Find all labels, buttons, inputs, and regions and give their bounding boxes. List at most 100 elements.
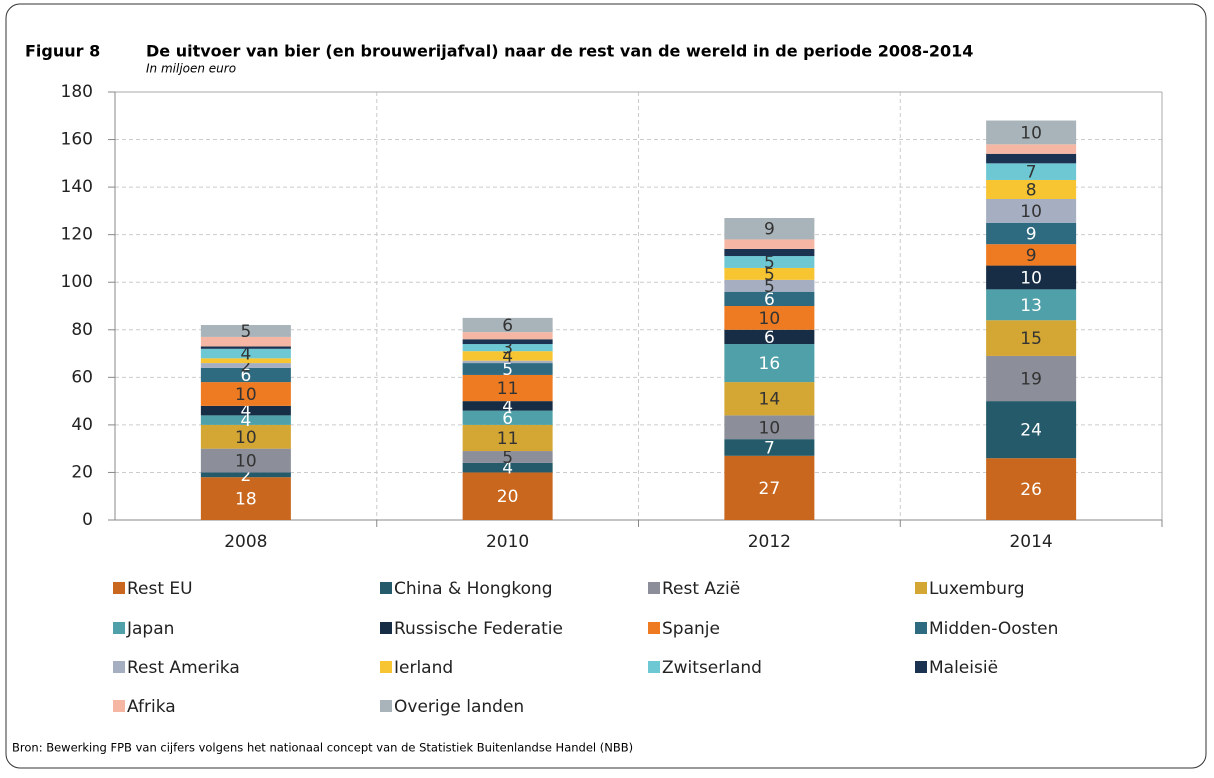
data-label: 27 bbox=[759, 479, 781, 499]
data-label: 5 bbox=[764, 265, 775, 285]
data-label: 5 bbox=[502, 448, 513, 468]
bar-segment bbox=[724, 455, 815, 520]
bar-segment bbox=[462, 360, 553, 364]
bar-segment bbox=[724, 267, 815, 280]
data-label: 19 bbox=[1020, 370, 1042, 390]
bar-segment bbox=[986, 144, 1077, 154]
data-label: 26 bbox=[1020, 480, 1042, 500]
bar-segment bbox=[986, 163, 1077, 180]
bar-segment bbox=[986, 265, 1077, 290]
legend-swatch bbox=[113, 661, 125, 673]
bar-segment bbox=[724, 382, 815, 416]
data-label: 15 bbox=[1020, 329, 1042, 349]
y-tick-label: 40 bbox=[71, 415, 93, 435]
data-label: 10 bbox=[759, 418, 781, 438]
legend-swatch bbox=[915, 582, 927, 594]
x-tick-label: 2014 bbox=[1009, 532, 1052, 552]
figure-label: Figuur 8 bbox=[25, 42, 100, 61]
y-tick-label: 160 bbox=[61, 130, 93, 150]
legend-label: Midden-Oosten bbox=[929, 619, 1058, 639]
bar-segment bbox=[462, 339, 553, 345]
bar-segment bbox=[986, 199, 1077, 223]
legend-label: Rest Amerika bbox=[127, 658, 240, 678]
bar-segment bbox=[200, 348, 291, 359]
bar-segment bbox=[200, 382, 291, 406]
legend-swatch bbox=[113, 622, 125, 634]
bar-segment bbox=[724, 329, 815, 345]
chart-title: De uitvoer van bier (en brouwerijafval) … bbox=[146, 42, 973, 61]
data-label: 9 bbox=[1026, 246, 1037, 266]
bar-segment bbox=[462, 410, 553, 425]
bar-segment bbox=[462, 374, 553, 402]
legend-swatch bbox=[113, 700, 125, 712]
bar-segment bbox=[724, 344, 815, 383]
data-label: 5 bbox=[502, 360, 513, 380]
bar-segment bbox=[986, 244, 1077, 266]
legend-label: Ierland bbox=[394, 658, 453, 678]
source: Bron: Bewerking FPB van cijfers volgens … bbox=[12, 741, 633, 755]
y-tick-label: 60 bbox=[71, 367, 93, 387]
x-tick-label: 2012 bbox=[748, 532, 791, 552]
data-label: 4 bbox=[240, 402, 251, 422]
bar-segment bbox=[200, 415, 291, 425]
data-label: 9 bbox=[764, 220, 775, 240]
legend-label: Spanje bbox=[662, 619, 720, 639]
data-label: 4 bbox=[502, 347, 513, 367]
legend-label: Russische Federatie bbox=[394, 619, 563, 639]
bar-segment bbox=[462, 317, 553, 333]
bar-segment bbox=[462, 344, 553, 352]
data-label: 5 bbox=[764, 277, 775, 297]
bar-segment bbox=[986, 222, 1077, 245]
bar-segment bbox=[200, 448, 291, 473]
bar-segment bbox=[724, 248, 815, 257]
bar-segment bbox=[200, 477, 291, 520]
y-tick-label: 100 bbox=[61, 272, 93, 292]
bar-segment bbox=[986, 458, 1077, 520]
legend-swatch bbox=[380, 622, 392, 634]
data-label: 2 bbox=[240, 466, 251, 486]
data-label: 7 bbox=[1026, 163, 1037, 183]
data-label: 10 bbox=[759, 309, 781, 329]
data-label: 16 bbox=[759, 354, 781, 374]
legend-label: Zwitserland bbox=[662, 658, 762, 678]
bar-segment bbox=[986, 120, 1077, 145]
bar-segment bbox=[200, 325, 291, 337]
data-label: 18 bbox=[235, 490, 257, 510]
bar-segment bbox=[200, 405, 291, 416]
y-tick-label: 140 bbox=[61, 177, 93, 197]
bar-segment bbox=[200, 358, 291, 364]
data-label: 13 bbox=[1020, 296, 1042, 316]
legend-swatch bbox=[380, 582, 392, 594]
bar-segment bbox=[200, 363, 291, 368]
frame bbox=[5, 3, 1207, 769]
bar-segment bbox=[462, 424, 553, 452]
data-label: 9 bbox=[1026, 224, 1037, 244]
legend-label: Luxemburg bbox=[929, 579, 1025, 599]
bar-segment bbox=[462, 472, 553, 520]
data-label: 4 bbox=[502, 459, 513, 479]
bar-segment bbox=[462, 462, 553, 473]
bar-segment bbox=[462, 332, 553, 340]
data-label: 4 bbox=[502, 397, 513, 417]
legend-swatch bbox=[113, 582, 125, 594]
legend-label: Rest EU bbox=[127, 579, 193, 599]
data-label: 6 bbox=[502, 409, 513, 429]
legend-swatch bbox=[915, 622, 927, 634]
bar-segment bbox=[724, 256, 815, 268]
data-label: 20 bbox=[497, 487, 519, 507]
data-label: 8 bbox=[1026, 180, 1037, 200]
data-label: 4 bbox=[240, 345, 251, 365]
data-label: 10 bbox=[1020, 268, 1042, 288]
bar-segment bbox=[462, 451, 553, 463]
legend-label: Afrika bbox=[127, 697, 176, 717]
data-label: 10 bbox=[1020, 123, 1042, 143]
data-label: 6 bbox=[764, 328, 775, 348]
data-label: 2 bbox=[240, 356, 251, 376]
bar-segment bbox=[986, 153, 1077, 164]
data-label: 5 bbox=[764, 253, 775, 273]
legend-swatch bbox=[380, 700, 392, 712]
bar-segment bbox=[986, 179, 1077, 199]
y-tick-label: 20 bbox=[71, 462, 93, 482]
legend-swatch bbox=[915, 661, 927, 673]
bar-segment bbox=[986, 401, 1077, 459]
